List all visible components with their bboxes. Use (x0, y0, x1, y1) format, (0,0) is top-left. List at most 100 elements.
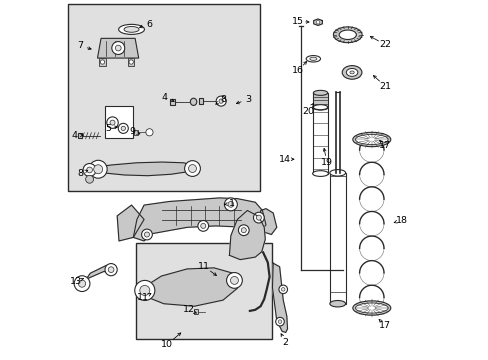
Bar (99, 58, 105, 66)
Circle shape (100, 60, 104, 64)
Circle shape (118, 123, 128, 134)
Circle shape (145, 129, 153, 136)
Bar (134, 130, 137, 135)
Circle shape (129, 60, 133, 64)
Circle shape (94, 165, 102, 174)
Text: 13: 13 (70, 276, 82, 285)
Bar (199, 98, 203, 104)
Circle shape (135, 280, 155, 301)
Circle shape (230, 276, 238, 284)
Circle shape (227, 202, 233, 207)
Ellipse shape (312, 171, 328, 176)
Circle shape (198, 221, 208, 231)
Circle shape (74, 276, 90, 292)
Bar (128, 58, 134, 66)
Ellipse shape (312, 104, 328, 110)
Circle shape (86, 167, 92, 173)
Polygon shape (97, 39, 139, 58)
Bar (68, 4, 260, 191)
Circle shape (256, 215, 261, 220)
Text: 7: 7 (77, 41, 83, 50)
Circle shape (241, 228, 246, 233)
Bar (313, 93, 327, 107)
Text: 17: 17 (378, 141, 390, 150)
Circle shape (224, 198, 237, 211)
Text: 22: 22 (378, 40, 390, 49)
Text: 14: 14 (278, 155, 290, 164)
Circle shape (278, 285, 287, 294)
Bar (170, 99, 174, 105)
Polygon shape (229, 211, 265, 260)
Circle shape (281, 288, 285, 291)
Text: 19: 19 (320, 158, 332, 167)
Polygon shape (133, 198, 265, 241)
Circle shape (89, 160, 107, 178)
Circle shape (106, 117, 118, 129)
Ellipse shape (119, 24, 144, 35)
Circle shape (142, 229, 152, 240)
Ellipse shape (313, 90, 327, 95)
Circle shape (83, 163, 96, 176)
Polygon shape (96, 162, 194, 176)
Bar (329, 173, 345, 304)
Circle shape (110, 120, 115, 125)
Ellipse shape (124, 27, 139, 32)
Text: 8: 8 (220, 95, 225, 104)
Text: 16: 16 (292, 66, 304, 75)
Text: 21: 21 (378, 82, 390, 91)
Bar (194, 310, 198, 315)
Polygon shape (143, 268, 240, 306)
Ellipse shape (339, 30, 356, 40)
Text: 9: 9 (129, 127, 135, 136)
Circle shape (184, 161, 200, 176)
Circle shape (201, 224, 205, 228)
Ellipse shape (352, 132, 390, 147)
Circle shape (226, 273, 242, 288)
Text: 8: 8 (77, 169, 83, 178)
Ellipse shape (346, 68, 357, 76)
Circle shape (78, 280, 85, 287)
Text: 6: 6 (146, 19, 152, 28)
Ellipse shape (355, 134, 387, 144)
Circle shape (112, 41, 124, 54)
Bar (312, 107, 328, 174)
Text: 5: 5 (105, 123, 111, 132)
Circle shape (140, 285, 149, 296)
Bar (104, 106, 132, 138)
Circle shape (216, 96, 226, 106)
Ellipse shape (305, 55, 320, 62)
Polygon shape (80, 265, 113, 285)
Text: 3: 3 (244, 95, 251, 104)
Circle shape (85, 175, 93, 183)
Text: 4: 4 (71, 131, 77, 140)
Circle shape (188, 165, 196, 172)
Circle shape (219, 99, 223, 103)
Text: 17: 17 (378, 321, 390, 330)
Circle shape (278, 320, 281, 323)
Circle shape (316, 21, 319, 24)
Text: 20: 20 (302, 107, 314, 116)
Text: 12: 12 (183, 305, 195, 314)
Ellipse shape (349, 71, 353, 74)
Ellipse shape (329, 170, 345, 176)
Ellipse shape (190, 98, 196, 105)
Circle shape (144, 232, 149, 237)
Text: 10: 10 (161, 340, 173, 349)
Ellipse shape (355, 303, 387, 313)
Text: 15: 15 (292, 17, 304, 26)
Ellipse shape (309, 57, 316, 60)
Ellipse shape (329, 301, 345, 307)
Bar (78, 133, 82, 138)
Polygon shape (117, 205, 144, 241)
Circle shape (115, 45, 121, 51)
Circle shape (275, 318, 284, 326)
Circle shape (108, 267, 114, 273)
Text: 2: 2 (282, 338, 288, 347)
Ellipse shape (333, 27, 362, 42)
Polygon shape (260, 209, 276, 234)
Polygon shape (272, 263, 287, 332)
Circle shape (105, 264, 117, 276)
Bar (136, 243, 272, 339)
Polygon shape (313, 19, 322, 26)
Circle shape (253, 212, 264, 223)
